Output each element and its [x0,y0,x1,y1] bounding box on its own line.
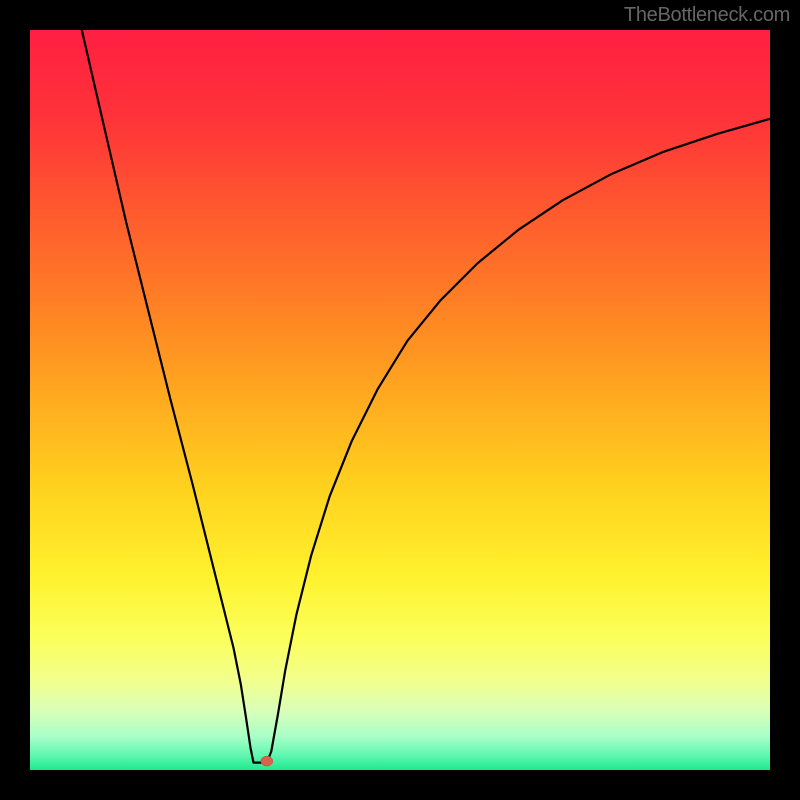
plot-area [30,30,770,770]
gradient-background [30,30,770,770]
chart-frame: TheBottleneck.com [0,0,800,800]
watermark-label: TheBottleneck.com [624,4,790,27]
